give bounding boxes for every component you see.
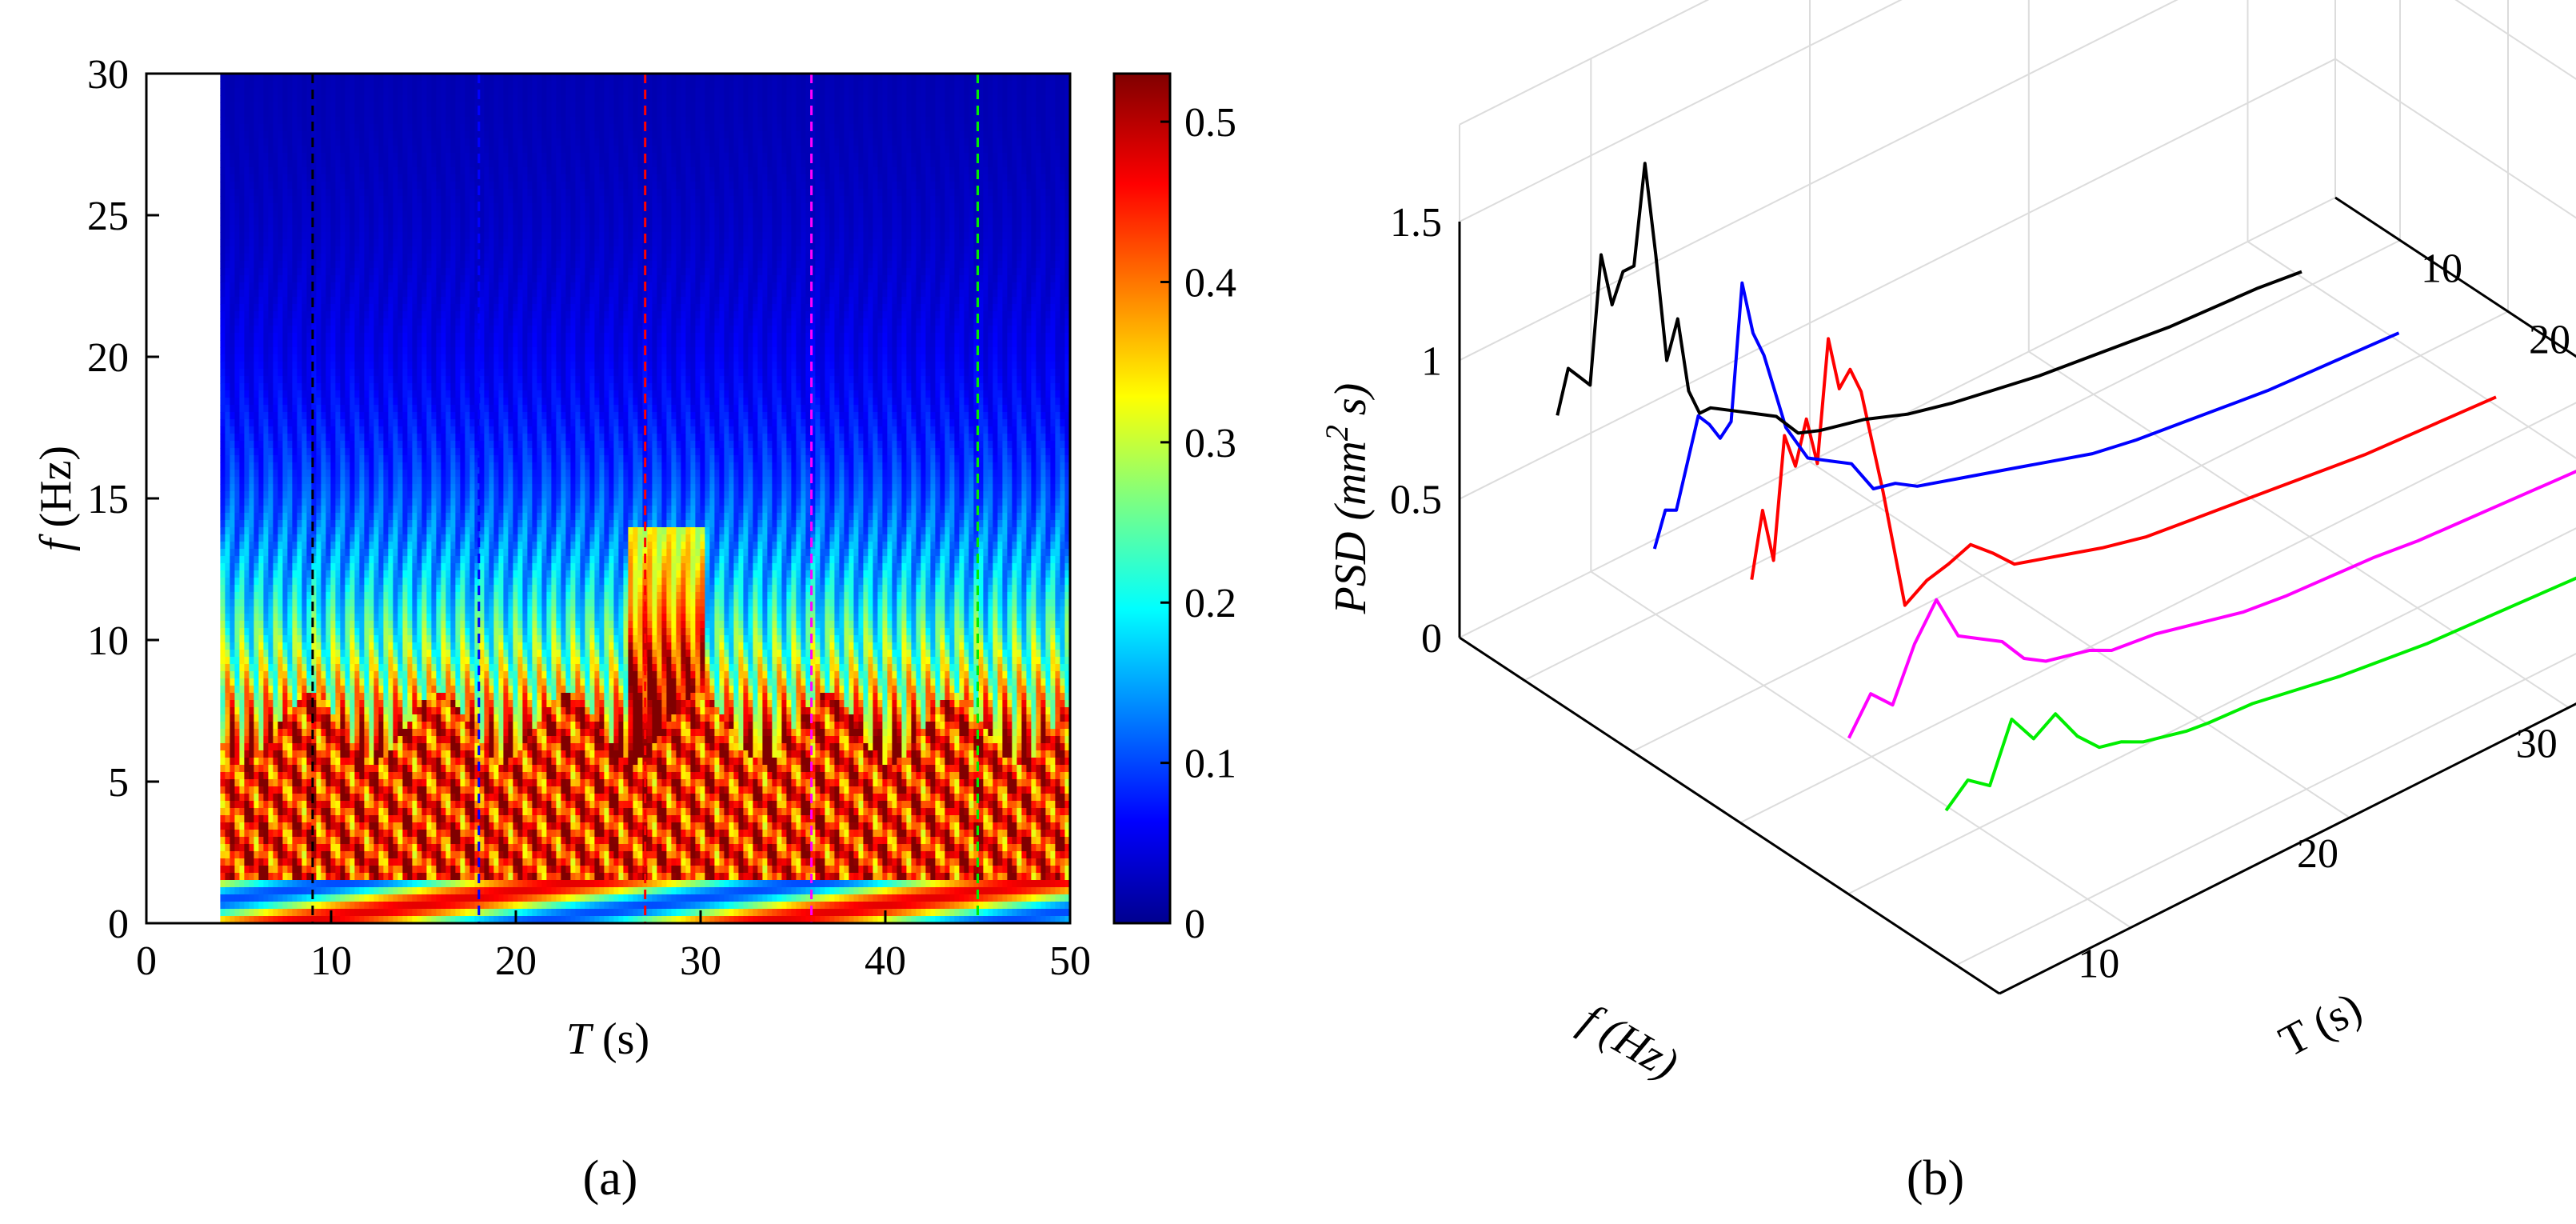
panel-label-b: (b) <box>1907 1151 1964 1206</box>
colorbar-tick-label: 0.2 <box>1184 581 1236 626</box>
f-tick-label: 30 <box>2516 722 2558 767</box>
colorbar-tick-label: 0.4 <box>1184 260 1236 306</box>
psd-tick-label: 1 <box>1421 338 1442 384</box>
psd-series-2 <box>1750 337 2497 607</box>
colorbar-tick-label: 0.1 <box>1184 742 1236 787</box>
x-tick-label: 20 <box>495 938 537 984</box>
time-marker-lines <box>311 74 979 923</box>
spectrogram-panel: 0 10 20 30 40 50 0 5 10 15 20 25 30 f (Hz) T (s) 0 0.… <box>31 52 1236 1064</box>
y-tick-label: 25 <box>87 194 129 239</box>
psd-series-3 <box>1652 281 2400 550</box>
psd-series-1 <box>1847 470 2576 739</box>
3d-grid <box>1458 0 2576 995</box>
x-tick-label: 0 <box>136 938 157 984</box>
t-axis-label: T (s) <box>2271 983 2370 1067</box>
y-tick-label: 15 <box>87 477 129 522</box>
y-tick-label: 20 <box>87 335 129 381</box>
y-axis-label: f (Hz) <box>31 446 81 551</box>
spectrogram-heatmap <box>220 74 1070 923</box>
floor-grid-t <box>1524 239 2401 682</box>
floor-grid-f <box>1590 570 2131 929</box>
f-axis-label: f (Hz) <box>1572 994 1687 1089</box>
floor-grid-f <box>2247 241 2576 459</box>
psd-axis-label: PSD (mm2s) <box>1319 383 1376 615</box>
psd-series-0 <box>1944 576 2576 812</box>
x-tick-label: 40 <box>865 938 906 984</box>
side-wall-grid <box>2335 0 2576 138</box>
colorbar-tick-label: 0 <box>1184 902 1205 947</box>
t-axis-line <box>2334 196 2576 358</box>
side-wall-grid <box>2334 58 2576 219</box>
y-tick-label: 30 <box>87 52 129 98</box>
x-tick-label: 50 <box>1049 938 1091 984</box>
psd-3d-panel: 00.511.5102030401020304050 PSD (mm2s) f … <box>1319 0 2576 1090</box>
3d-axis-ticks: 00.511.5102030401020304050 <box>1390 200 2570 987</box>
psd-tick-label: 0.5 <box>1390 478 1442 523</box>
back-wall-grid <box>1459 0 2179 362</box>
y-tick-label: 0 <box>108 902 129 947</box>
t-tick-label: 10 <box>2421 246 2462 291</box>
floor-grid-t <box>1955 653 2576 966</box>
colorbar-tick-label: 0.5 <box>1184 100 1236 146</box>
psd-series-4 <box>1556 162 2302 435</box>
floor-grid-f <box>2028 350 2570 709</box>
back-wall-grid <box>1459 197 2336 638</box>
f-axis-line <box>1999 702 2576 995</box>
y-tick-label: 10 <box>87 618 129 664</box>
psd-tick-label: 0 <box>1421 616 1442 662</box>
z-axis-base <box>1459 636 2000 995</box>
psd-series-lines <box>1556 162 2576 812</box>
top-edge <box>1459 0 1710 126</box>
psd-tick-label: 1.5 <box>1390 200 1442 246</box>
colorbar <box>1112 72 1172 925</box>
floor-grid-f <box>1809 461 2350 818</box>
back-wall-grid <box>1459 58 2336 500</box>
colorbar-ticks: 0 0.1 0.2 0.3 0.4 0.5 <box>1160 100 1236 947</box>
floor-grid-t <box>1847 527 2576 895</box>
x-tick-label: 10 <box>310 938 352 984</box>
t-tick-label: 20 <box>2529 317 2570 362</box>
colorbar-tick-label: 0.3 <box>1184 421 1236 466</box>
f-tick-label: 20 <box>2297 831 2338 877</box>
floor-grid-t <box>1631 310 2509 753</box>
y-tick-label: 5 <box>108 760 129 806</box>
top-edge <box>2335 0 2576 41</box>
f-tick-label: 10 <box>2078 942 2119 987</box>
floor-grid-t <box>1739 402 2576 824</box>
x-tick-label: 30 <box>680 938 721 984</box>
panel-label-a: (a) <box>583 1151 638 1206</box>
x-axis-label: T (s) <box>566 1014 649 1064</box>
spectrogram-axes: 0 10 20 30 40 50 0 5 10 15 20 25 30 <box>87 52 1091 984</box>
back-wall-grid <box>1459 0 1903 222</box>
